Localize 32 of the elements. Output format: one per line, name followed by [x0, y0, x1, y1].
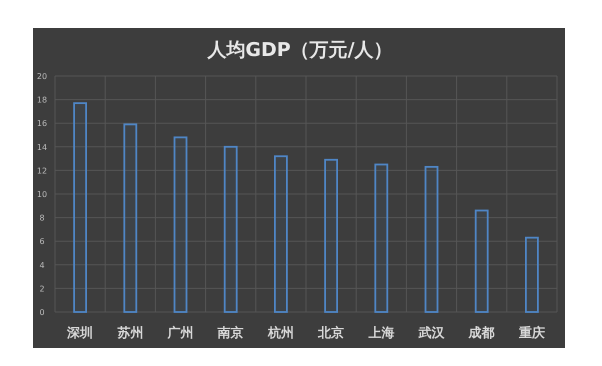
y-tick-label: 18	[36, 96, 48, 105]
y-tick-label: 4	[39, 260, 45, 270]
x-tick-label: 北京	[317, 325, 344, 341]
y-tick-label: 12	[36, 166, 48, 176]
bar	[224, 146, 238, 313]
bar	[474, 210, 489, 313]
x-tick-label: 广州	[166, 325, 194, 341]
bar	[123, 123, 138, 313]
y-tick-label: 14	[36, 142, 48, 152]
y-tick-label: 2	[39, 284, 45, 294]
y-tick-label: 20	[36, 72, 48, 81]
x-tick-label: 深圳	[66, 326, 94, 341]
bar	[73, 102, 87, 313]
bar	[374, 164, 388, 313]
x-tick-label: 南京	[216, 325, 244, 341]
bar	[174, 136, 188, 313]
x-tick-label: 苏州	[116, 326, 144, 341]
bar	[324, 158, 338, 313]
y-tick-label: 10	[36, 190, 48, 199]
bar	[525, 236, 539, 313]
y-tick-label: 8	[39, 214, 45, 223]
bar	[274, 155, 288, 313]
y-tick-label: 0	[39, 308, 45, 317]
x-tick-label: 武汉	[418, 326, 446, 341]
y-tick-label: 6	[39, 237, 45, 246]
x-tick-label: 成都	[468, 326, 495, 341]
bar	[424, 166, 438, 313]
y-tick-label: 16	[36, 119, 48, 128]
x-tick-label: 上海	[367, 326, 394, 341]
x-tick-label: 重庆	[518, 325, 545, 341]
x-tick-label: 杭州	[266, 325, 294, 341]
chart-title: 人均GDP（万元/人）	[206, 39, 393, 61]
